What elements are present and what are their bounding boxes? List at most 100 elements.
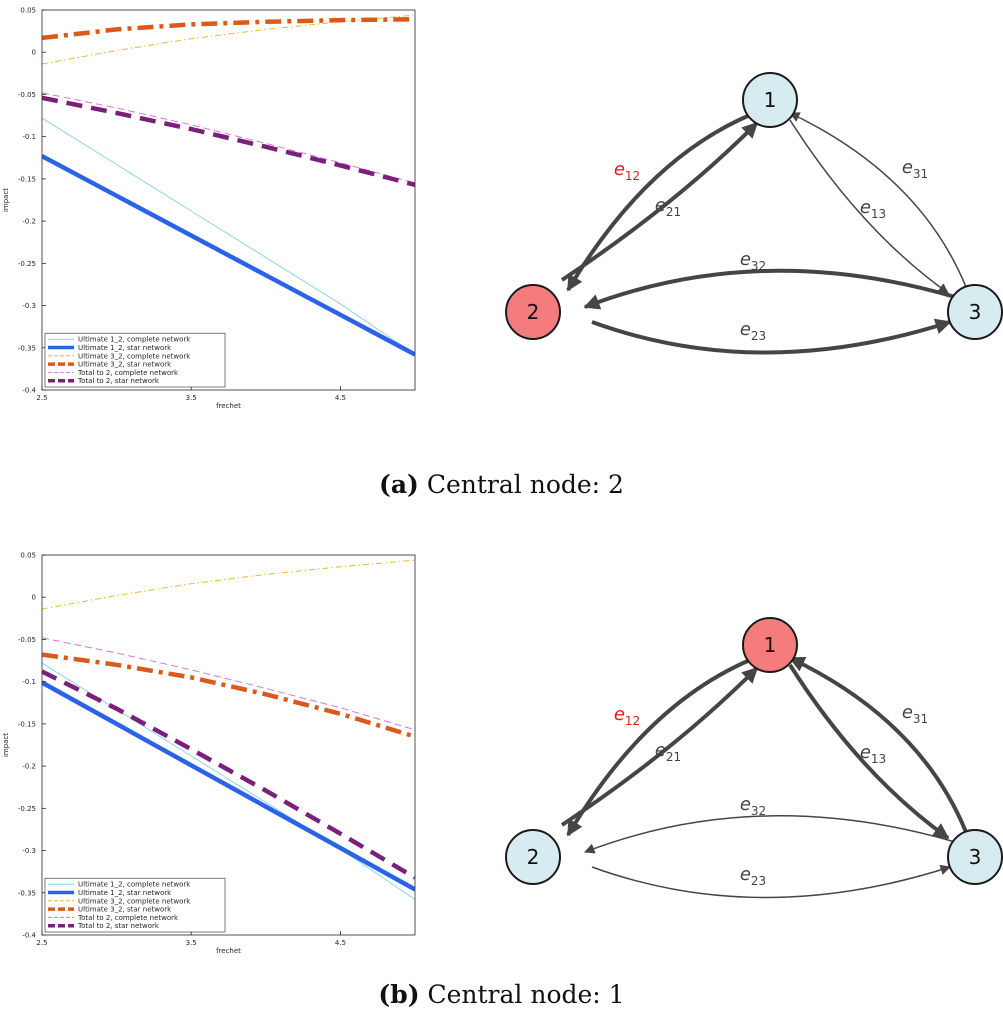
plot-area-frame <box>41 9 416 391</box>
legend-entry: Ultimate 3_2, star network <box>78 906 172 914</box>
node-circle-1 <box>742 72 798 128</box>
edge-label-32: e32 <box>740 249 766 273</box>
legend-entry: Total to 2, complete network <box>77 369 179 377</box>
y-tick-label: 0 <box>32 594 36 602</box>
diagram-svg: e12 e21 e13 e31 e32 e23 1 2 3 <box>505 617 1003 899</box>
legend-entry: Ultimate 1_2, complete network <box>78 881 191 889</box>
legend-box <box>44 877 226 933</box>
node-label-3: 3 <box>969 300 982 324</box>
y-axis-label: impact <box>2 733 10 757</box>
edge-arrow-13 <box>789 119 949 294</box>
series-line-5 <box>42 92 415 184</box>
edge-arrow-32 <box>584 815 956 854</box>
node-circle-3 <box>947 829 1003 885</box>
network-diagram-panel-a: e12 e21 e13 e31 e32 e23 1 2 3 <box>500 65 1003 365</box>
y-tick-label: 0 <box>32 49 36 57</box>
y-tick-label: -0.2 <box>22 218 36 226</box>
edge-label-31: e31 <box>902 157 928 181</box>
caption-text-b: Central node: 1 <box>427 980 625 1009</box>
x-tick-label: 2.5 <box>36 394 47 402</box>
x-axis-label: frechet <box>216 947 241 955</box>
edge-arrow-12 <box>566 113 751 292</box>
y-tick-label: -0.2 <box>22 763 36 771</box>
edge-label-31: e31 <box>902 702 928 726</box>
caption-label-a: (a) <box>379 470 419 499</box>
edge-label-21: e21 <box>655 195 681 219</box>
y-tick-label: -0.25 <box>18 260 36 268</box>
y-tick-label: -0.25 <box>18 805 36 813</box>
series-line-2 <box>42 680 415 892</box>
legend-entry: Ultimate 1_2, complete network <box>78 336 191 344</box>
caption-label-b: (b) <box>378 980 420 1009</box>
legend-entry: Ultimate 1_2, star network <box>78 889 172 897</box>
edge-label-23: e23 <box>740 319 766 343</box>
y-axis-label: impact <box>2 188 10 212</box>
series-line-1 <box>42 117 415 355</box>
series-line-6 <box>42 95 415 187</box>
series-line-3 <box>42 559 415 610</box>
edge-arrow-12 <box>566 658 751 837</box>
legend-entry: Total to 2, complete network <box>77 914 179 922</box>
y-tick-label: -0.35 <box>18 889 36 897</box>
edge-label-13: e13 <box>860 742 886 766</box>
edge-arrow-23 <box>591 864 951 899</box>
y-tick-label: -0.1 <box>22 133 36 141</box>
node-label-2: 2 <box>527 845 540 869</box>
edge-label-21: e21 <box>655 740 681 764</box>
y-tick-label: -0.05 <box>18 636 36 644</box>
x-tick-label: 4.5 <box>335 939 346 947</box>
caption-panel-b: (b) Central node: 1 <box>0 980 1003 1009</box>
legend-entry: Ultimate 3_2, star network <box>78 361 172 369</box>
legend-entry: Ultimate 1_2, star network <box>78 344 172 352</box>
x-tick-label: 3.5 <box>186 394 197 402</box>
legend-box <box>44 332 226 388</box>
y-tick-label: -0.4 <box>22 387 36 395</box>
series-line-6 <box>42 669 415 880</box>
y-tick-label: -0.1 <box>22 678 36 686</box>
y-tick-label: -0.3 <box>22 847 36 855</box>
edge-arrow-32 <box>583 268 956 310</box>
x-tick-label: 3.5 <box>186 939 197 947</box>
legend-entry: Total to 2, star network <box>77 922 160 930</box>
x-tick-label: 4.5 <box>335 394 346 402</box>
series-line-2 <box>42 154 415 357</box>
node-circle-3 <box>947 284 1003 340</box>
chart-svg: 0.05 0 -0.05 -0.1 -0.15 -0.2 -0.25 -0.3 -0.35 -0.… <box>2 552 416 955</box>
edge-arrow-13 <box>788 663 950 840</box>
y-tick-label: -0.3 <box>22 302 36 310</box>
diagram-svg: e12 e21 e13 e31 e32 e23 1 2 3 <box>505 72 1003 355</box>
series-line-4 <box>42 652 415 739</box>
line-chart-panel-b: 0.05 0 -0.05 -0.1 -0.15 -0.2 -0.25 -0.3 -0.35 -0.… <box>0 545 420 975</box>
node-circle-2 <box>505 284 561 340</box>
legend-entry: Total to 2, star network <box>77 377 160 385</box>
node-label-1: 1 <box>764 88 777 112</box>
edge-label-13: e13 <box>860 197 886 221</box>
edge-label-23: e23 <box>740 864 766 888</box>
legend-entry: Ultimate 3_2, complete network <box>78 897 191 905</box>
edge-arrow-31 <box>788 656 968 833</box>
node-circle-1 <box>742 617 798 673</box>
edge-arrow-23 <box>591 318 952 355</box>
edge-label-12: e12 <box>614 159 640 183</box>
x-axis-label: frechet <box>216 402 241 410</box>
plot-area-frame <box>41 554 416 936</box>
edge-arrow-21 <box>560 121 759 282</box>
y-tick-label: 0.05 <box>20 552 36 560</box>
y-tick-label: -0.35 <box>18 344 36 352</box>
network-diagram-panel-b: e12 e21 e13 e31 e32 e23 1 2 3 <box>500 610 1003 910</box>
node-label-3: 3 <box>969 845 982 869</box>
chart-svg: 0.05 0 -0.05 -0.1 -0.15 -0.2 -0.25 -0.3 -0.35 -0.… <box>2 7 416 410</box>
series-line-5 <box>42 637 415 731</box>
series-line-4 <box>42 17 415 41</box>
node-label-2: 2 <box>527 300 540 324</box>
caption-text-a: Central node: 2 <box>426 470 624 499</box>
legend-entry: Ultimate 3_2, complete network <box>78 352 191 360</box>
node-label-1: 1 <box>764 633 777 657</box>
y-tick-label: -0.15 <box>18 720 36 728</box>
line-chart-panel-a: 0.05 0 -0.05 -0.1 -0.15 -0.2 -0.25 -0.3 -0.35 -0.… <box>0 0 420 430</box>
caption-panel-a: (a) Central node: 2 <box>0 470 1003 499</box>
node-circle-2 <box>505 829 561 885</box>
series-line-3 <box>42 14 415 65</box>
